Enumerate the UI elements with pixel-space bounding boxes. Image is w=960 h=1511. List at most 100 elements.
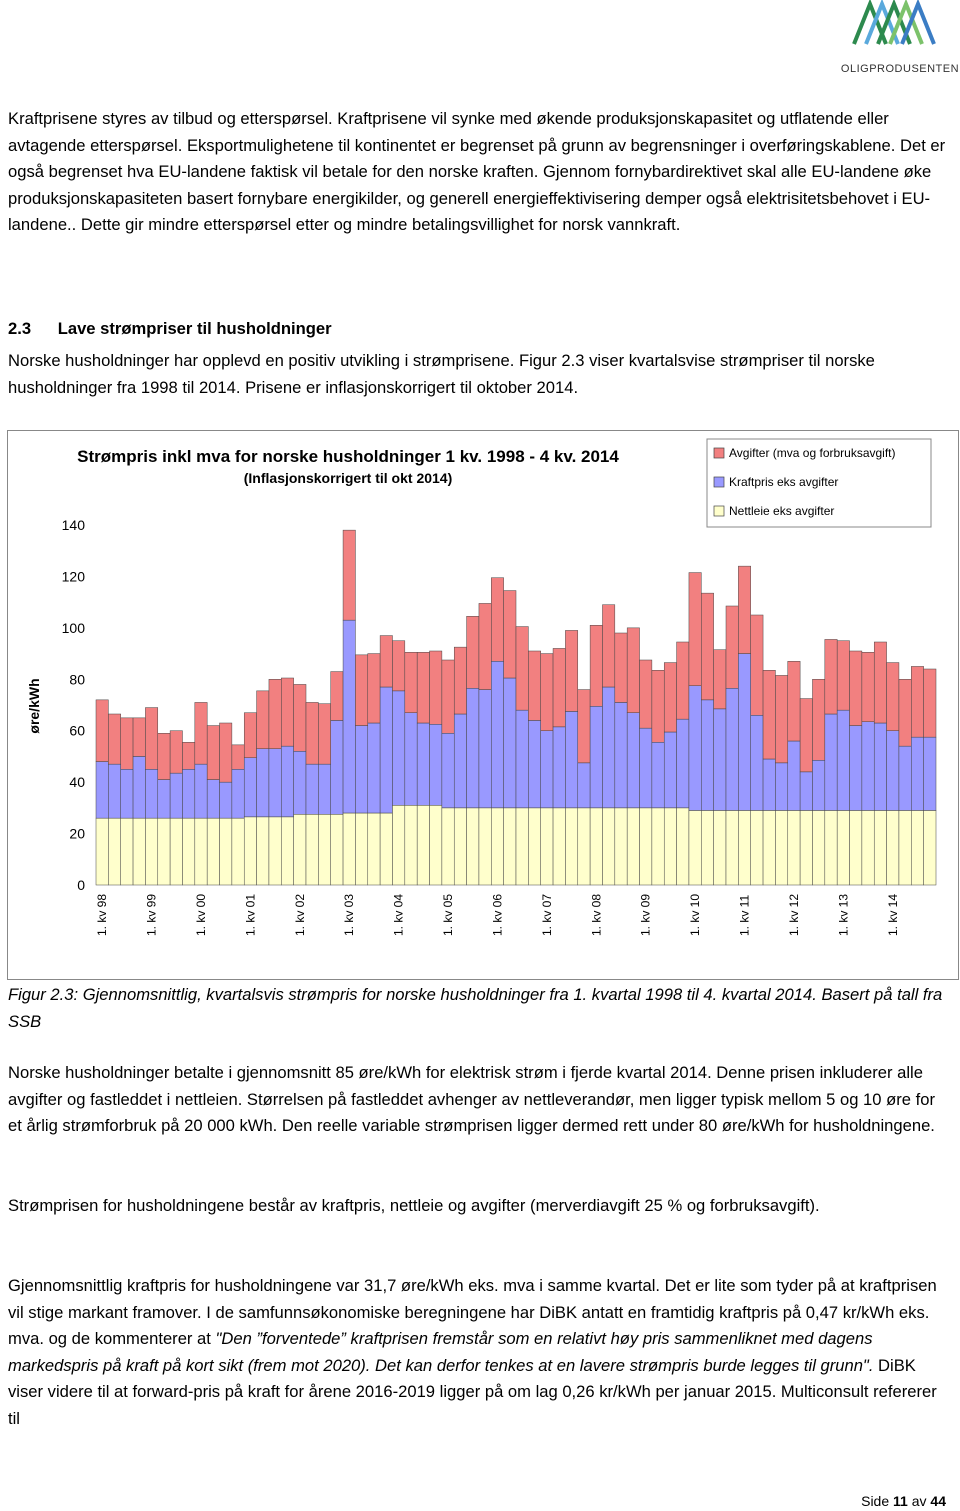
- bar-segment: [836, 709, 850, 811]
- bar-segment: [528, 650, 541, 721]
- bar-segment: [540, 730, 554, 809]
- bar-segment: [169, 730, 183, 774]
- bar-segment: [132, 817, 146, 886]
- bar-segment: [318, 703, 331, 765]
- bar-segment: [589, 625, 603, 707]
- bar-segment: [849, 725, 863, 811]
- legend-box: [706, 438, 932, 528]
- bar-segment: [169, 772, 183, 819]
- bar-segment: [293, 814, 307, 886]
- bar-segment: [577, 689, 591, 764]
- legend-swatch: [713, 476, 725, 488]
- bar-segment: [503, 590, 517, 679]
- bar-segment: [466, 688, 480, 809]
- bar-segment: [688, 810, 702, 886]
- y-tick-label: 20: [69, 826, 85, 842]
- bar-segment: [268, 679, 282, 749]
- bar-segment: [268, 748, 282, 818]
- section-title: Lave strømpriser til husholdninger: [57, 319, 332, 338]
- section-number: 2.3: [8, 319, 32, 338]
- bar-segment: [355, 812, 369, 886]
- bar-segment: [787, 810, 801, 886]
- bar-segment: [416, 722, 430, 806]
- bar-segment: [243, 757, 257, 818]
- bar-segment: [799, 698, 813, 773]
- bar-segment: [738, 565, 751, 654]
- bar-segment: [194, 702, 208, 765]
- bar-segment: [812, 810, 826, 886]
- bar-segment: [256, 690, 270, 749]
- bar-segment: [688, 685, 702, 811]
- bar-segment: [886, 662, 900, 731]
- bar-segment: [515, 807, 529, 886]
- paragraph: Kraftprisene styres av tilbud og ettersp…: [8, 109, 946, 234]
- bar-segment: [145, 769, 159, 819]
- bar-segment: [639, 727, 653, 809]
- bar-segment: [762, 670, 776, 760]
- x-tick-label: 1. kv 07: [540, 894, 554, 936]
- bar-segment: [95, 817, 109, 886]
- bar-segment: [923, 810, 937, 886]
- bar-segment: [898, 810, 912, 886]
- bar-segment: [231, 817, 245, 886]
- bar-segment: [799, 810, 813, 886]
- bar-segment: [614, 632, 628, 703]
- bar-segment: [132, 756, 146, 819]
- legend-label: Kraftpris eks avgifter: [729, 475, 838, 489]
- page-number: 11: [893, 1493, 908, 1509]
- bar-segment: [145, 817, 159, 886]
- bar-segment: [206, 725, 220, 780]
- bar-segment: [120, 769, 134, 819]
- bar-segment: [367, 722, 381, 814]
- bar-segment: [132, 717, 146, 757]
- bar-segment: [824, 810, 838, 886]
- bar-segment: [663, 807, 677, 886]
- bar-segment: [466, 807, 480, 886]
- bar-segment: [206, 817, 220, 886]
- bar-segment: [367, 812, 381, 886]
- bar-segment: [565, 711, 579, 809]
- x-tick-label: 1. kv 13: [836, 894, 850, 936]
- bar-segment: [528, 720, 541, 809]
- bar-segment: [651, 742, 665, 809]
- bar-segment: [589, 706, 603, 809]
- bar-segment: [330, 814, 344, 886]
- bar-segment: [898, 745, 912, 811]
- bar-segment: [305, 763, 319, 815]
- section-heading: 2.3 Lave strømpriser til husholdninger: [8, 316, 948, 343]
- y-tick-label: 120: [62, 568, 86, 584]
- bar-segment: [824, 639, 838, 715]
- logo-mark: [852, 0, 936, 45]
- bar-segment: [639, 659, 653, 729]
- bar-segment: [923, 736, 937, 811]
- bar-segment: [219, 722, 233, 783]
- bar-segment: [95, 699, 109, 762]
- bar-segment: [219, 817, 233, 886]
- bar-segment: [243, 816, 257, 886]
- bar-segment: [379, 635, 393, 688]
- bar-segment: [281, 816, 294, 886]
- bar-segment: [491, 577, 504, 662]
- bar-segment: [355, 654, 369, 726]
- x-tick-label: 1. kv 06: [490, 894, 504, 936]
- bar-segment: [589, 807, 603, 886]
- bar-segment: [268, 816, 282, 886]
- x-tick-label: 1. kv 02: [293, 894, 307, 936]
- chart-subtitle: (Inflasjonskorrigert til okt 2014): [244, 470, 453, 486]
- y-tick-label: 100: [62, 620, 86, 636]
- bar-segment: [95, 761, 109, 819]
- paragraph: Gjennomsnittlig kraftpris for husholdnin…: [8, 1273, 948, 1432]
- chart: Strømpris inkl mva for norske husholdnin…: [7, 430, 959, 980]
- page-total: 44: [930, 1493, 946, 1509]
- text-run: Gjennomsnittlig kraftpris for husholdnin…: [8, 1276, 937, 1348]
- bar-segment: [478, 807, 492, 886]
- bar-segment: [701, 592, 714, 701]
- bar-segment: [713, 649, 727, 710]
- bar-segment: [849, 650, 863, 726]
- bar-segment: [342, 619, 356, 814]
- bar-segment: [775, 762, 789, 811]
- bar-segment: [404, 805, 418, 886]
- bar-segment: [478, 603, 492, 690]
- bar-segment: [429, 805, 443, 886]
- bar-segment: [849, 810, 863, 886]
